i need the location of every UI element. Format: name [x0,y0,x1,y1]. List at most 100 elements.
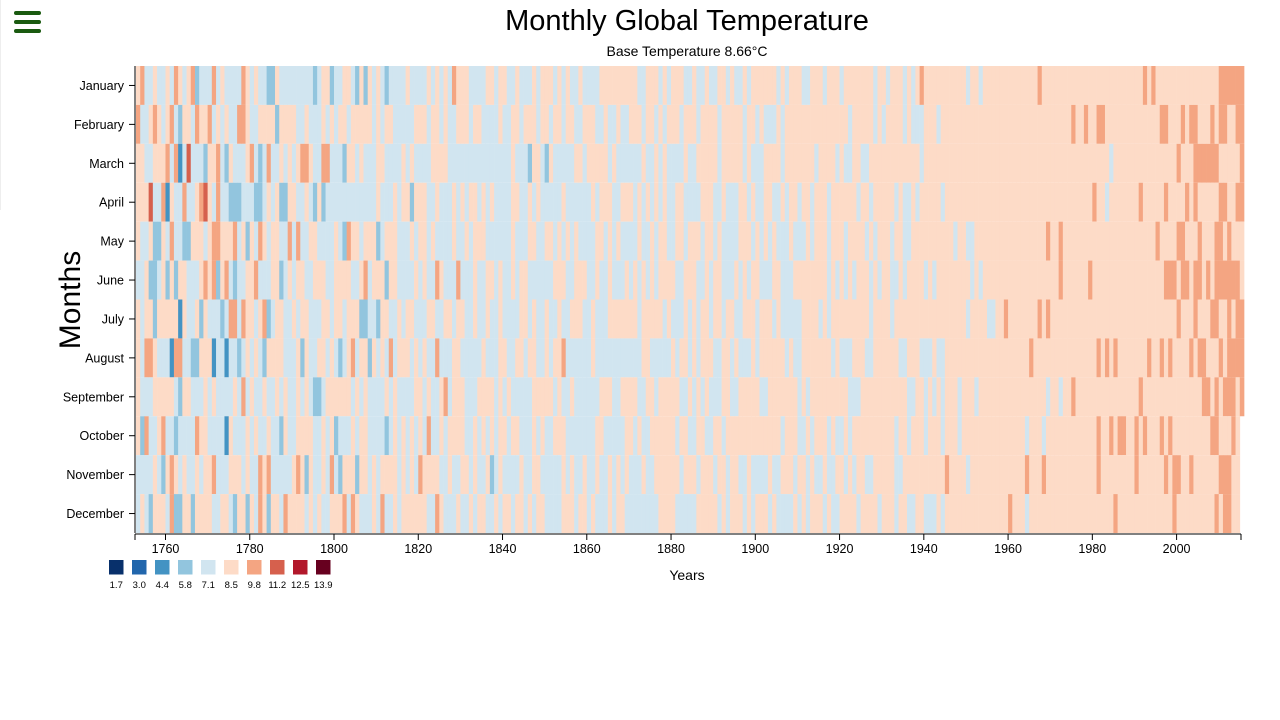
heatmap-cell [591,182,596,222]
heatmap-cell [165,182,171,222]
heatmap-cell [818,416,824,456]
heatmap-cell [258,494,263,533]
heatmap-cell [1050,338,1055,378]
heatmap-cell [671,260,676,300]
heatmap-cell [536,416,541,456]
heatmap-cell [1214,66,1220,105]
heatmap-cell [152,182,158,222]
heatmap-cell [654,260,659,300]
heatmap-cell [173,494,179,533]
heatmap-cell [940,143,946,183]
heatmap-cell [658,66,663,105]
heatmap-cell [1130,494,1135,533]
heatmap-cell [211,221,217,261]
heatmap-cell [502,416,508,456]
heatmap-cell [1142,66,1148,105]
heatmap-cell [1189,338,1194,378]
heatmap-cell [704,66,710,105]
heatmap-cell [856,104,861,144]
heatmap-cell [755,221,760,261]
heatmap-cell [380,221,385,261]
heatmap-cell [835,416,840,456]
heatmap-cell [1214,104,1220,144]
heatmap-cell [624,66,630,105]
heatmap-cell [334,377,339,417]
heatmap-cell [342,416,347,456]
heatmap-cell [397,338,402,378]
heatmap-cell [717,299,722,339]
heatmap-cell [772,299,777,339]
heatmap-cell [578,338,583,378]
heatmap-cell [397,182,402,222]
heatmap-cell [165,299,171,339]
heatmap-cell [473,260,478,300]
heatmap-cell [649,494,655,533]
heatmap-cell [751,299,756,339]
heatmap-cell [616,377,621,417]
heatmap-cell [1029,494,1034,533]
hamburger-menu-icon[interactable] [14,11,41,35]
heatmap-cell [1008,221,1013,261]
heatmap-cell [1100,104,1106,144]
heatmap-cell [418,416,423,456]
heatmap-cell [649,338,655,378]
heatmap-cell [199,299,204,339]
heatmap-cell [708,104,714,144]
heatmap-cell [359,143,364,183]
heatmap-cell [839,182,845,222]
heatmap-cell [1041,416,1047,456]
heatmap-cell [515,455,520,495]
heatmap-cell [1130,221,1135,261]
heatmap-cell [199,260,204,300]
heatmap-cell [1054,143,1059,183]
heatmap-cell [439,260,444,300]
heatmap-cell [1067,221,1072,261]
heatmap-cell [953,455,958,495]
heatmap-cell [1037,221,1043,261]
heatmap-cell [1147,143,1152,183]
heatmap-cell [283,416,289,456]
heatmap-cell [262,494,267,533]
heatmap-cell [591,104,596,144]
heatmap-cell [1058,143,1064,183]
heatmap-cell [1058,299,1064,339]
heatmap-cell [409,416,415,456]
heatmap-cell [1088,377,1093,417]
heatmap-cell [940,182,946,222]
heatmap-cell [877,299,883,339]
heatmap-cell [1100,182,1106,222]
heatmap-cell [805,182,811,222]
heatmap-cell [620,338,626,378]
heatmap-cell [725,143,731,183]
heatmap-cell [569,182,575,222]
heatmap-cell [649,299,655,339]
heatmap-cell [1008,182,1013,222]
heatmap-cell [654,66,659,105]
heatmap-cell [928,182,933,222]
heatmap-cell [283,299,289,339]
heatmap-cell [519,66,524,105]
heatmap-cell [409,260,415,300]
heatmap-cell [569,494,575,533]
heatmap-cell [157,455,162,495]
heatmap-cell [949,260,954,300]
heatmap-cell [397,66,402,105]
heatmap-cell [283,221,289,261]
heatmap-cell [182,455,187,495]
heatmap-cell [692,299,697,339]
heatmap-cell [253,182,259,222]
heatmap-cell [1159,299,1165,339]
heatmap-cell [1121,494,1127,533]
heatmap-cell [974,221,979,261]
heatmap-cell [658,104,663,144]
heatmap-cell [430,377,436,417]
heatmap-cell [847,104,853,144]
heatmap-cell [1020,377,1026,417]
heatmap-cell [456,455,461,495]
heatmap-cell [772,143,777,183]
heatmap-cell [801,377,807,417]
heatmap-cell [296,299,301,339]
heatmap-cell [1075,377,1081,417]
heatmap-cell [906,377,912,417]
heatmap-cell [970,416,975,456]
